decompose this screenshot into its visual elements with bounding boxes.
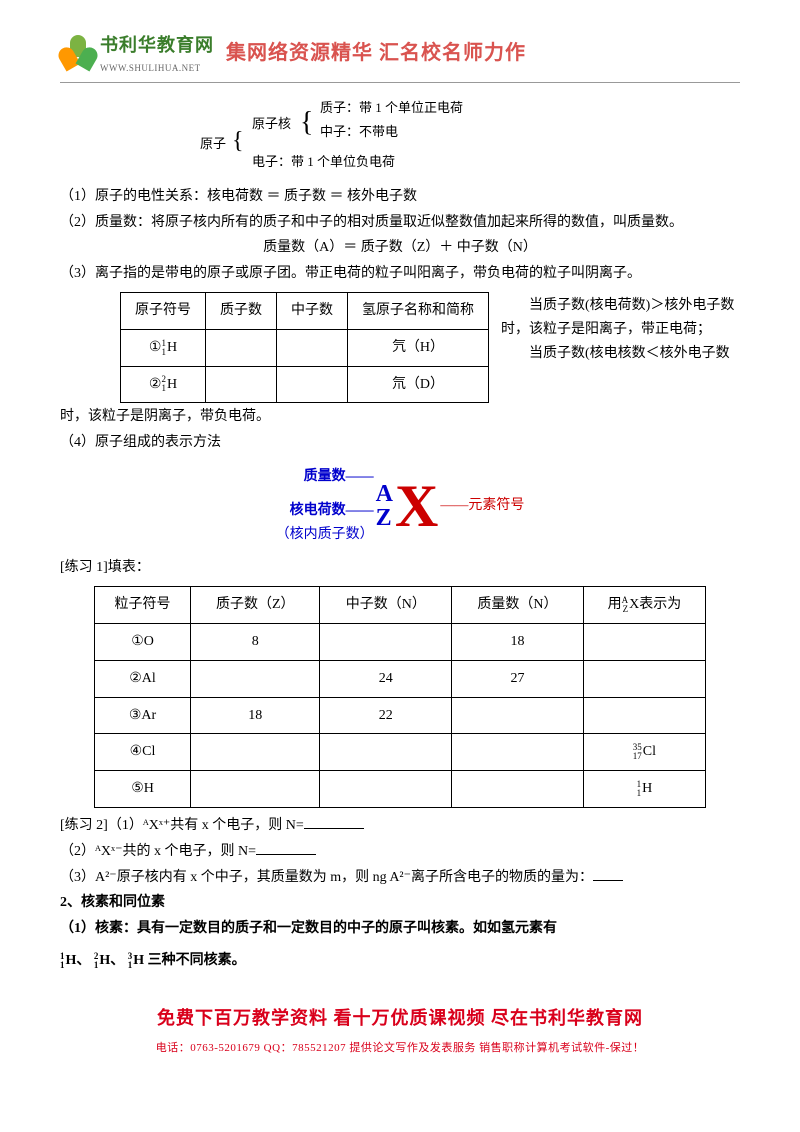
hydrogen-table: 原子符号 质子数 中子数 氢原子名称和简称 ①11H 氕（H） ②21H 氘（D… [120, 292, 489, 403]
atom-tree-diagram: 原子 { 原子核 { 质子：带 1 个单位正电荷 中子：不带电 电子：带 1 个… [200, 101, 740, 181]
continuation: 时，该粒子是阴离子，带负电荷。 [60, 405, 740, 429]
table-header-row: 粒子符号 质子数（Z） 中子数（N） 质量数（N） 用AZX表示为 [95, 587, 706, 624]
td: 氘（D） [348, 366, 489, 403]
th: 粒子符号 [95, 587, 191, 624]
logo-title: 书利华教育网 [100, 30, 214, 61]
exercise-2-1: [练习 2]（1）ᴬXˣ⁺共有 x 个电子，则 N= [60, 814, 740, 838]
tree-nucleus: 原子核 [252, 113, 291, 135]
th: 氢原子名称和简称 [348, 293, 489, 330]
exercise-2-3: （3）A²⁻原子核内有 x 个中子，其质量数为 m，则 ng A²⁻离子所含电子… [60, 866, 740, 890]
page-header: 书利华教育网 WWW.SHULIHUA.NET 集网络资源精华 汇名校名师力作 [60, 30, 740, 83]
footer-contact: 电话：0763-5201679 QQ：785521207 提供论文写作及发表服务… [60, 1039, 740, 1058]
tree-electron: 电子：带 1 个单位负电荷 [252, 151, 395, 173]
label-element: ——元素符号 [440, 494, 524, 518]
exercise-2-2: （2）ᴬXˣ⁻共的 x 个电子，则 N= [60, 840, 740, 864]
td: 氕（H） [348, 329, 489, 366]
tree-proton: 质子：带 1 个单位正电荷 [320, 97, 463, 119]
label-charge: 核电荷数—— [290, 503, 374, 518]
point-3: （3）离子指的是带电的原子或原子团。带正电荷的粒子叫阳离子，带负电荷的粒子叫阴离… [60, 262, 740, 286]
label-mass: 质量数—— [304, 465, 374, 489]
table-row: ①O818 [95, 624, 706, 661]
td: ②21H [121, 366, 206, 403]
table-header-row: 原子符号 质子数 中子数 氢原子名称和简称 [121, 293, 489, 330]
td: ①11H [121, 329, 206, 366]
th: 质子数 [206, 293, 277, 330]
td [206, 329, 277, 366]
table-row: ②21H 氘（D） [121, 366, 489, 403]
point-4: （4）原子组成的表示方法 [60, 431, 740, 455]
logo-icon [60, 35, 96, 71]
point-2: （2）质量数：将原子核内所有的质子和中子的相对质量取近似整数值加起来所得的数值，… [60, 211, 740, 235]
table-row: ④Cl3517Cl [95, 734, 706, 771]
exercise-1-title: [练习 1]填表： [60, 556, 740, 580]
element-x: X [395, 476, 438, 536]
header-slogan: 集网络资源精华 汇名校名师力作 [226, 36, 526, 70]
th: 中子数 [277, 293, 348, 330]
tree-neutron: 中子：不带电 [320, 121, 398, 143]
th: 质量数（N） [452, 587, 584, 624]
td [277, 329, 348, 366]
td [277, 366, 348, 403]
isotope-list: 11H、 21H、 31H 三种不同核素。 [60, 949, 740, 973]
table-row: ③Ar1822 [95, 697, 706, 734]
mass-formula: 质量数（A）＝ 质子数（Z）＋ 中子数（N） [60, 236, 740, 260]
logo-url: WWW.SHULIHUA.NET [100, 61, 214, 76]
nuclide-def: （1）核素：具有一定数目的质子和一定数目的中子的原子叫核素。如如氢元素有 [60, 917, 740, 941]
footer-slogan: 免费下百万教学资料 看十万优质课视频 尽在书利华教育网 [60, 1003, 740, 1034]
logo: 书利华教育网 WWW.SHULIHUA.NET [60, 30, 214, 76]
az-stack: A Z [376, 482, 393, 530]
table-row: ⑤H11H [95, 771, 706, 808]
th: 质子数（Z） [191, 587, 320, 624]
table-row: ①11H 氕（H） [121, 329, 489, 366]
exercise-1-table: 粒子符号 质子数（Z） 中子数（N） 质量数（N） 用AZX表示为 ①O818 … [94, 586, 706, 808]
nuclide-notation-diagram: 质量数—— 核电荷数—— （核内质子数） A Z X ——元素符号 [60, 465, 740, 546]
point-1: （1）原子的电性关系：核电荷数 ＝ 质子数 ＝ 核外电子数 [60, 185, 740, 209]
side-annotation: 当质子数(核电荷数)＞核外电子数时，该粒子是阳离子，带正电荷； 当质子数(核电核… [501, 292, 740, 365]
section-nuclide: 2、核素和同位素 [60, 891, 740, 915]
th: 中子数（N） [320, 587, 452, 624]
td [206, 366, 277, 403]
th: 用AZX表示为 [583, 587, 705, 624]
table-row: ②Al2427 [95, 660, 706, 697]
th: 原子符号 [121, 293, 206, 330]
tree-root: 原子 [200, 133, 226, 155]
document-body: 原子 { 原子核 { 质子：带 1 个单位正电荷 中子：不带电 电子：带 1 个… [60, 101, 740, 973]
label-charge-sub: （核内质子数） [276, 527, 374, 542]
